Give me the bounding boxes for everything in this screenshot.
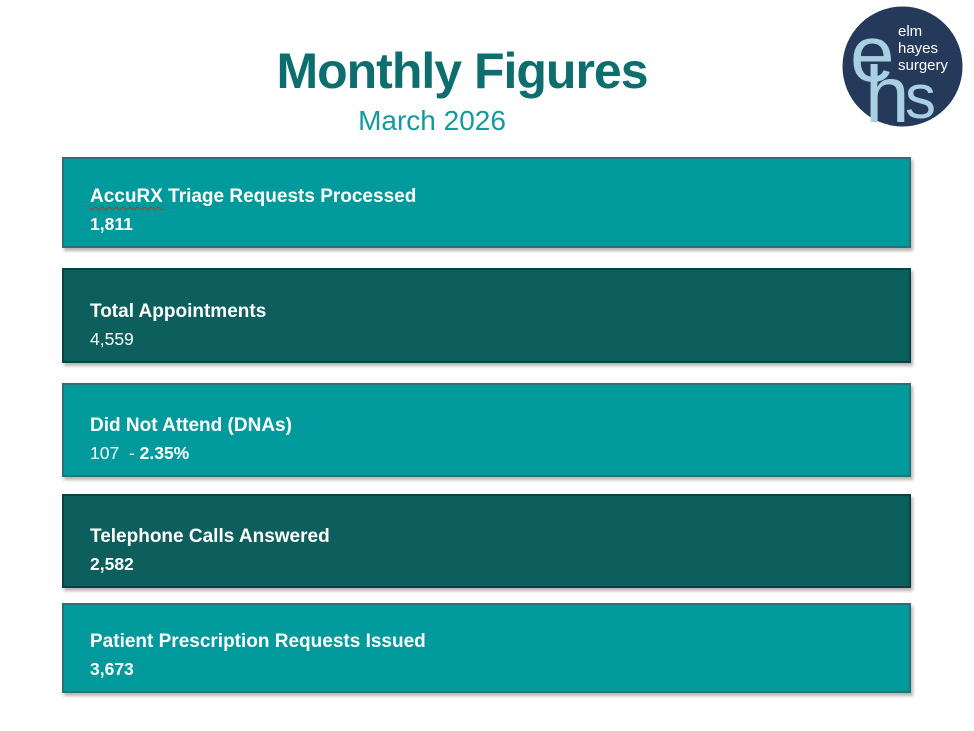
monogram-letter-s: s	[905, 63, 936, 128]
stat-label-rest: Triage Requests Processed	[162, 186, 417, 207]
stat-banner-accurx-triage: AccuRX Triage Requests Processed 1,811	[62, 157, 911, 248]
logo-graphic: e h s elm hayes surgery	[842, 6, 963, 139]
stat-label: Did Not Attend (DNAs)	[90, 415, 292, 436]
logo-circle-icon	[842, 6, 963, 127]
stat-label: Telephone Calls Answered	[90, 526, 330, 547]
stat-banner-total-appointments: Total Appointments 4,559	[62, 268, 911, 363]
logo-line-3: surgery	[898, 57, 949, 74]
stat-value: 2,582	[90, 554, 134, 574]
monogram-letter-h: h	[865, 50, 910, 128]
stat-label: Total Appointments	[90, 301, 267, 322]
stat-value-count: 107 -	[90, 443, 140, 463]
stat-value: 4,559	[90, 329, 134, 349]
stat-banner-dna: Did Not Attend (DNAs) 107 - 2.35%	[62, 383, 911, 477]
logo-line-1: elm	[898, 23, 922, 40]
stat-value-percent: 2.35%	[139, 443, 190, 463]
page-subtitle: March 2026	[358, 105, 506, 136]
page-title: Monthly Figures	[276, 43, 648, 99]
stat-value: 3,673	[90, 659, 134, 679]
surgery-logo: e h s elm hayes surgery	[842, 5, 963, 139]
stat-banner-prescription-requests: Patient Prescription Requests Issued 3,6…	[62, 603, 911, 693]
misspelled-word: AccuRX	[90, 186, 163, 207]
stat-label: AccuRX Triage Requests Processed	[90, 183, 889, 211]
stat-value: 1,811	[90, 214, 133, 234]
stat-label: Patient Prescription Requests Issued	[90, 631, 426, 652]
monogram-letter-e: e	[850, 9, 895, 98]
stat-value: 107 - 2.35%	[90, 440, 889, 466]
stat-banner-telephone-calls: Telephone Calls Answered 2,582	[62, 494, 911, 588]
logo-line-2: hayes	[898, 40, 938, 57]
